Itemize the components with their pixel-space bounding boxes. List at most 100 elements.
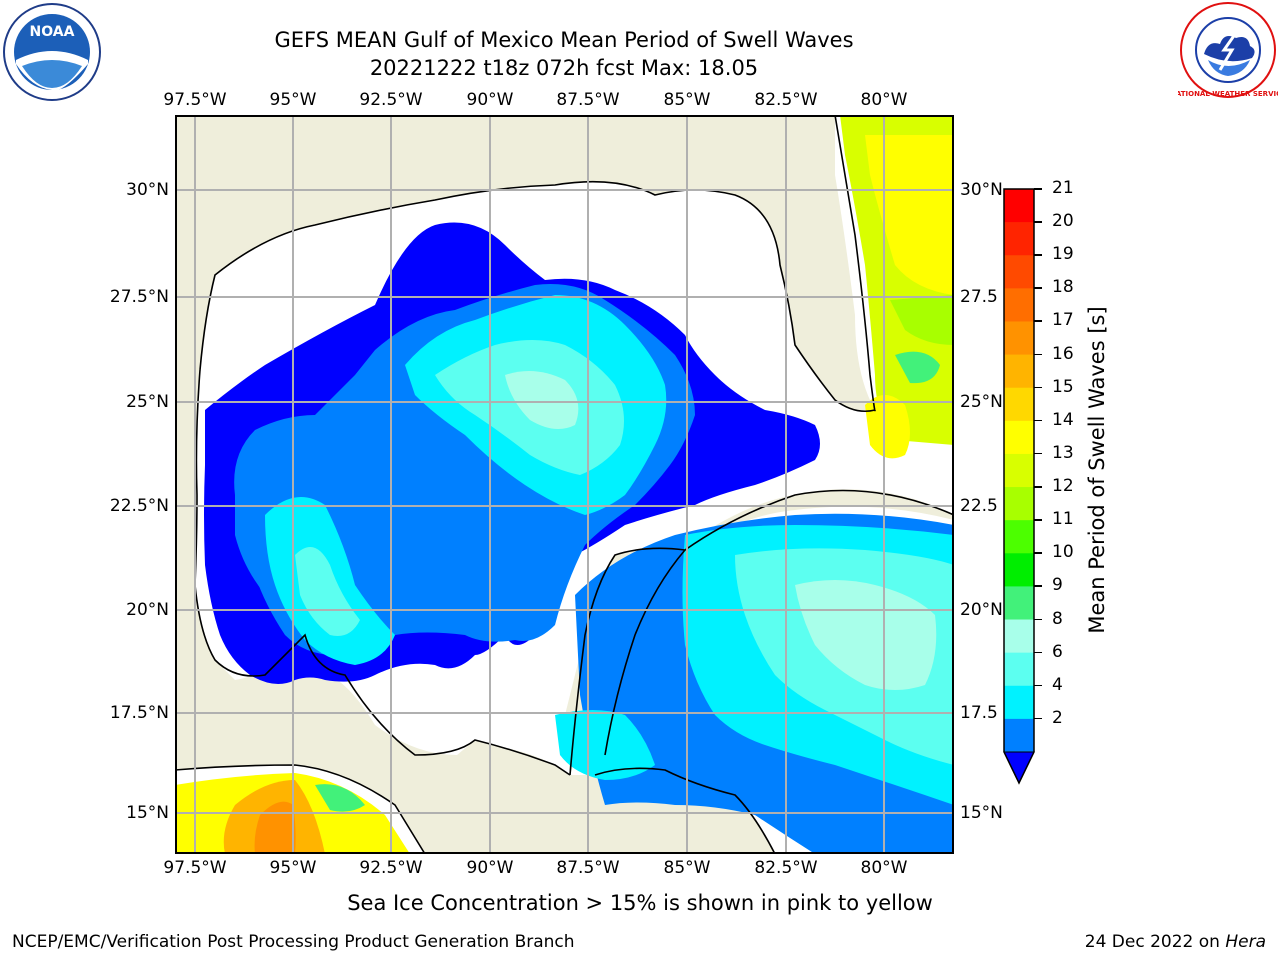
colorbar-segment (1004, 520, 1034, 554)
colorbar-segment (1004, 288, 1034, 322)
colorbar-segment (1004, 321, 1034, 356)
colorbar-segment (1004, 420, 1034, 455)
colorbar-tick-label: 10 (1052, 542, 1074, 563)
lat-label-left: 20°N (126, 600, 169, 620)
colorbar-tick-mark (1034, 188, 1042, 190)
colorbar-tick-mark (1034, 486, 1042, 488)
footer-machine: Hera (1225, 932, 1266, 952)
colorbar-tick-label: 2 (1052, 707, 1063, 728)
colorbar-tick-label: 11 (1052, 509, 1074, 530)
lon-label-top: 87.5°W (556, 90, 620, 110)
lat-label-left: 22.5°N (109, 496, 169, 516)
colorbar-tick-mark (1034, 519, 1042, 521)
lon-label-bottom: 92.5°W (359, 858, 423, 878)
colorbar-segment (1004, 652, 1034, 687)
colorbar-tick-mark (1034, 585, 1042, 587)
colorbar-segment (1004, 619, 1034, 654)
colorbar-segment (1004, 453, 1034, 488)
lon-label-bottom: 87.5°W (556, 858, 620, 878)
lat-label-left: 15°N (126, 803, 169, 823)
colorbar-segment (1004, 255, 1034, 289)
lon-label-bottom: 82.5°W (754, 858, 818, 878)
colorbar-tick-mark (1034, 717, 1042, 720)
swell-pacific-region (315, 784, 365, 812)
lat-label-left: 30°N (126, 180, 169, 200)
map-panel (174, 114, 955, 855)
lon-label-top: 90°W (466, 90, 514, 110)
colorbar-tick-label: 17 (1052, 310, 1074, 331)
colorbar-min-arrow (1003, 751, 1035, 785)
swell-8-9-region (505, 371, 579, 429)
swell-6-8-region (295, 547, 360, 636)
lat-label-right: 20°N (960, 600, 1003, 620)
colorbar-tick-mark (1034, 419, 1042, 422)
colorbar-tick-mark (1034, 452, 1042, 455)
lon-label-bottom: 80°W (860, 858, 908, 878)
colorbar-segment (1004, 222, 1034, 256)
lon-label-bottom: 90°W (466, 858, 514, 878)
swell-atlantic-region (865, 135, 954, 295)
colorbar-tick-label: 20 (1052, 211, 1074, 232)
colorbar-tick-label: 14 (1052, 409, 1074, 430)
lat-label-right: 25°N (960, 392, 1003, 412)
swell-8-9-region (795, 580, 937, 690)
map-frame (175, 115, 954, 854)
swell-4-6-region (555, 710, 655, 780)
lat-label-left: 17.5°N (109, 703, 169, 723)
colorbar-title: Mean Period of Swell Waves [s] (1085, 306, 1109, 634)
colorbar-segment (1004, 685, 1034, 720)
lat-label-right: 27.5 (960, 287, 998, 307)
lon-label-top: 80°W (860, 90, 908, 110)
colorbar-tick-label: 12 (1052, 476, 1074, 497)
lon-label-bottom: 95°W (269, 858, 317, 878)
colorbar-segment (1004, 586, 1034, 621)
colorbar-segment (1004, 387, 1034, 422)
colorbar (1003, 188, 1035, 785)
colorbar-tick-label: 19 (1052, 244, 1074, 265)
swell-florida-strait-region (865, 395, 910, 459)
colorbar-tick-label: 18 (1052, 277, 1074, 298)
lon-label-top: 92.5°W (359, 90, 423, 110)
lon-label-top: 97.5°W (163, 90, 227, 110)
swell-bahamas-region (895, 351, 940, 384)
coastline-cuba (684, 489, 955, 551)
lon-label-top: 95°W (269, 90, 317, 110)
coastline-yucatan (569, 547, 687, 776)
colorbar-tick-label: 16 (1052, 343, 1074, 364)
colorbar-tick-label: 21 (1052, 178, 1074, 198)
colorbar-tick-mark (1034, 287, 1042, 289)
lat-label-right: 22.5 (960, 496, 998, 516)
lat-label-right: 30°N (960, 180, 1003, 200)
colorbar-tick-label: 8 (1052, 608, 1063, 629)
colorbar-tick-mark (1034, 618, 1042, 621)
nws-logo-text: NATIONAL WEATHER SERVICE (1178, 90, 1278, 98)
footer-date-text: 24 Dec 2022 on (1084, 932, 1220, 952)
colorbar-tick-label: 4 (1052, 674, 1063, 695)
lon-label-bottom: 85°W (663, 858, 711, 878)
lon-label-bottom: 97.5°W (163, 858, 227, 878)
coastline-central-america (174, 764, 426, 855)
colorbar-frame (1003, 188, 1035, 785)
colorbar-tick-mark (1034, 320, 1042, 322)
colorbar-segment (1004, 718, 1034, 753)
colorbar-segment (1004, 189, 1034, 223)
lat-label-right: 17.5 (960, 703, 998, 723)
chart-subtitle: 20221222 t18z 072h fcst Max: 18.05 (369, 56, 759, 80)
noaa-logo: NOAA (2, 2, 102, 102)
colorbar-tick-mark (1034, 651, 1042, 654)
sea-ice-note: Sea Ice Concentration > 15% is shown in … (347, 891, 933, 915)
colorbar-tick-label: 13 (1052, 442, 1074, 463)
lon-label-top: 85°W (663, 90, 711, 110)
colorbar-tick-mark (1034, 254, 1042, 256)
nws-logo: NATIONAL WEATHER SERVICE (1170, 0, 1280, 100)
colorbar-tick-label: 6 (1052, 641, 1063, 662)
coastline-florida (834, 114, 876, 412)
colorbar-segment (1004, 354, 1034, 389)
coastline-gulf (199, 180, 876, 413)
chart-title: GEFS MEAN Gulf of Mexico Mean Period of … (274, 28, 854, 52)
footer-branch: NCEP/EMC/Verification Post Processing Pr… (12, 932, 575, 952)
colorbar-tick-mark (1034, 552, 1042, 554)
coastline-mexico (194, 369, 571, 776)
colorbar-tick-mark (1034, 684, 1042, 687)
swell-pacific-region (254, 801, 296, 854)
